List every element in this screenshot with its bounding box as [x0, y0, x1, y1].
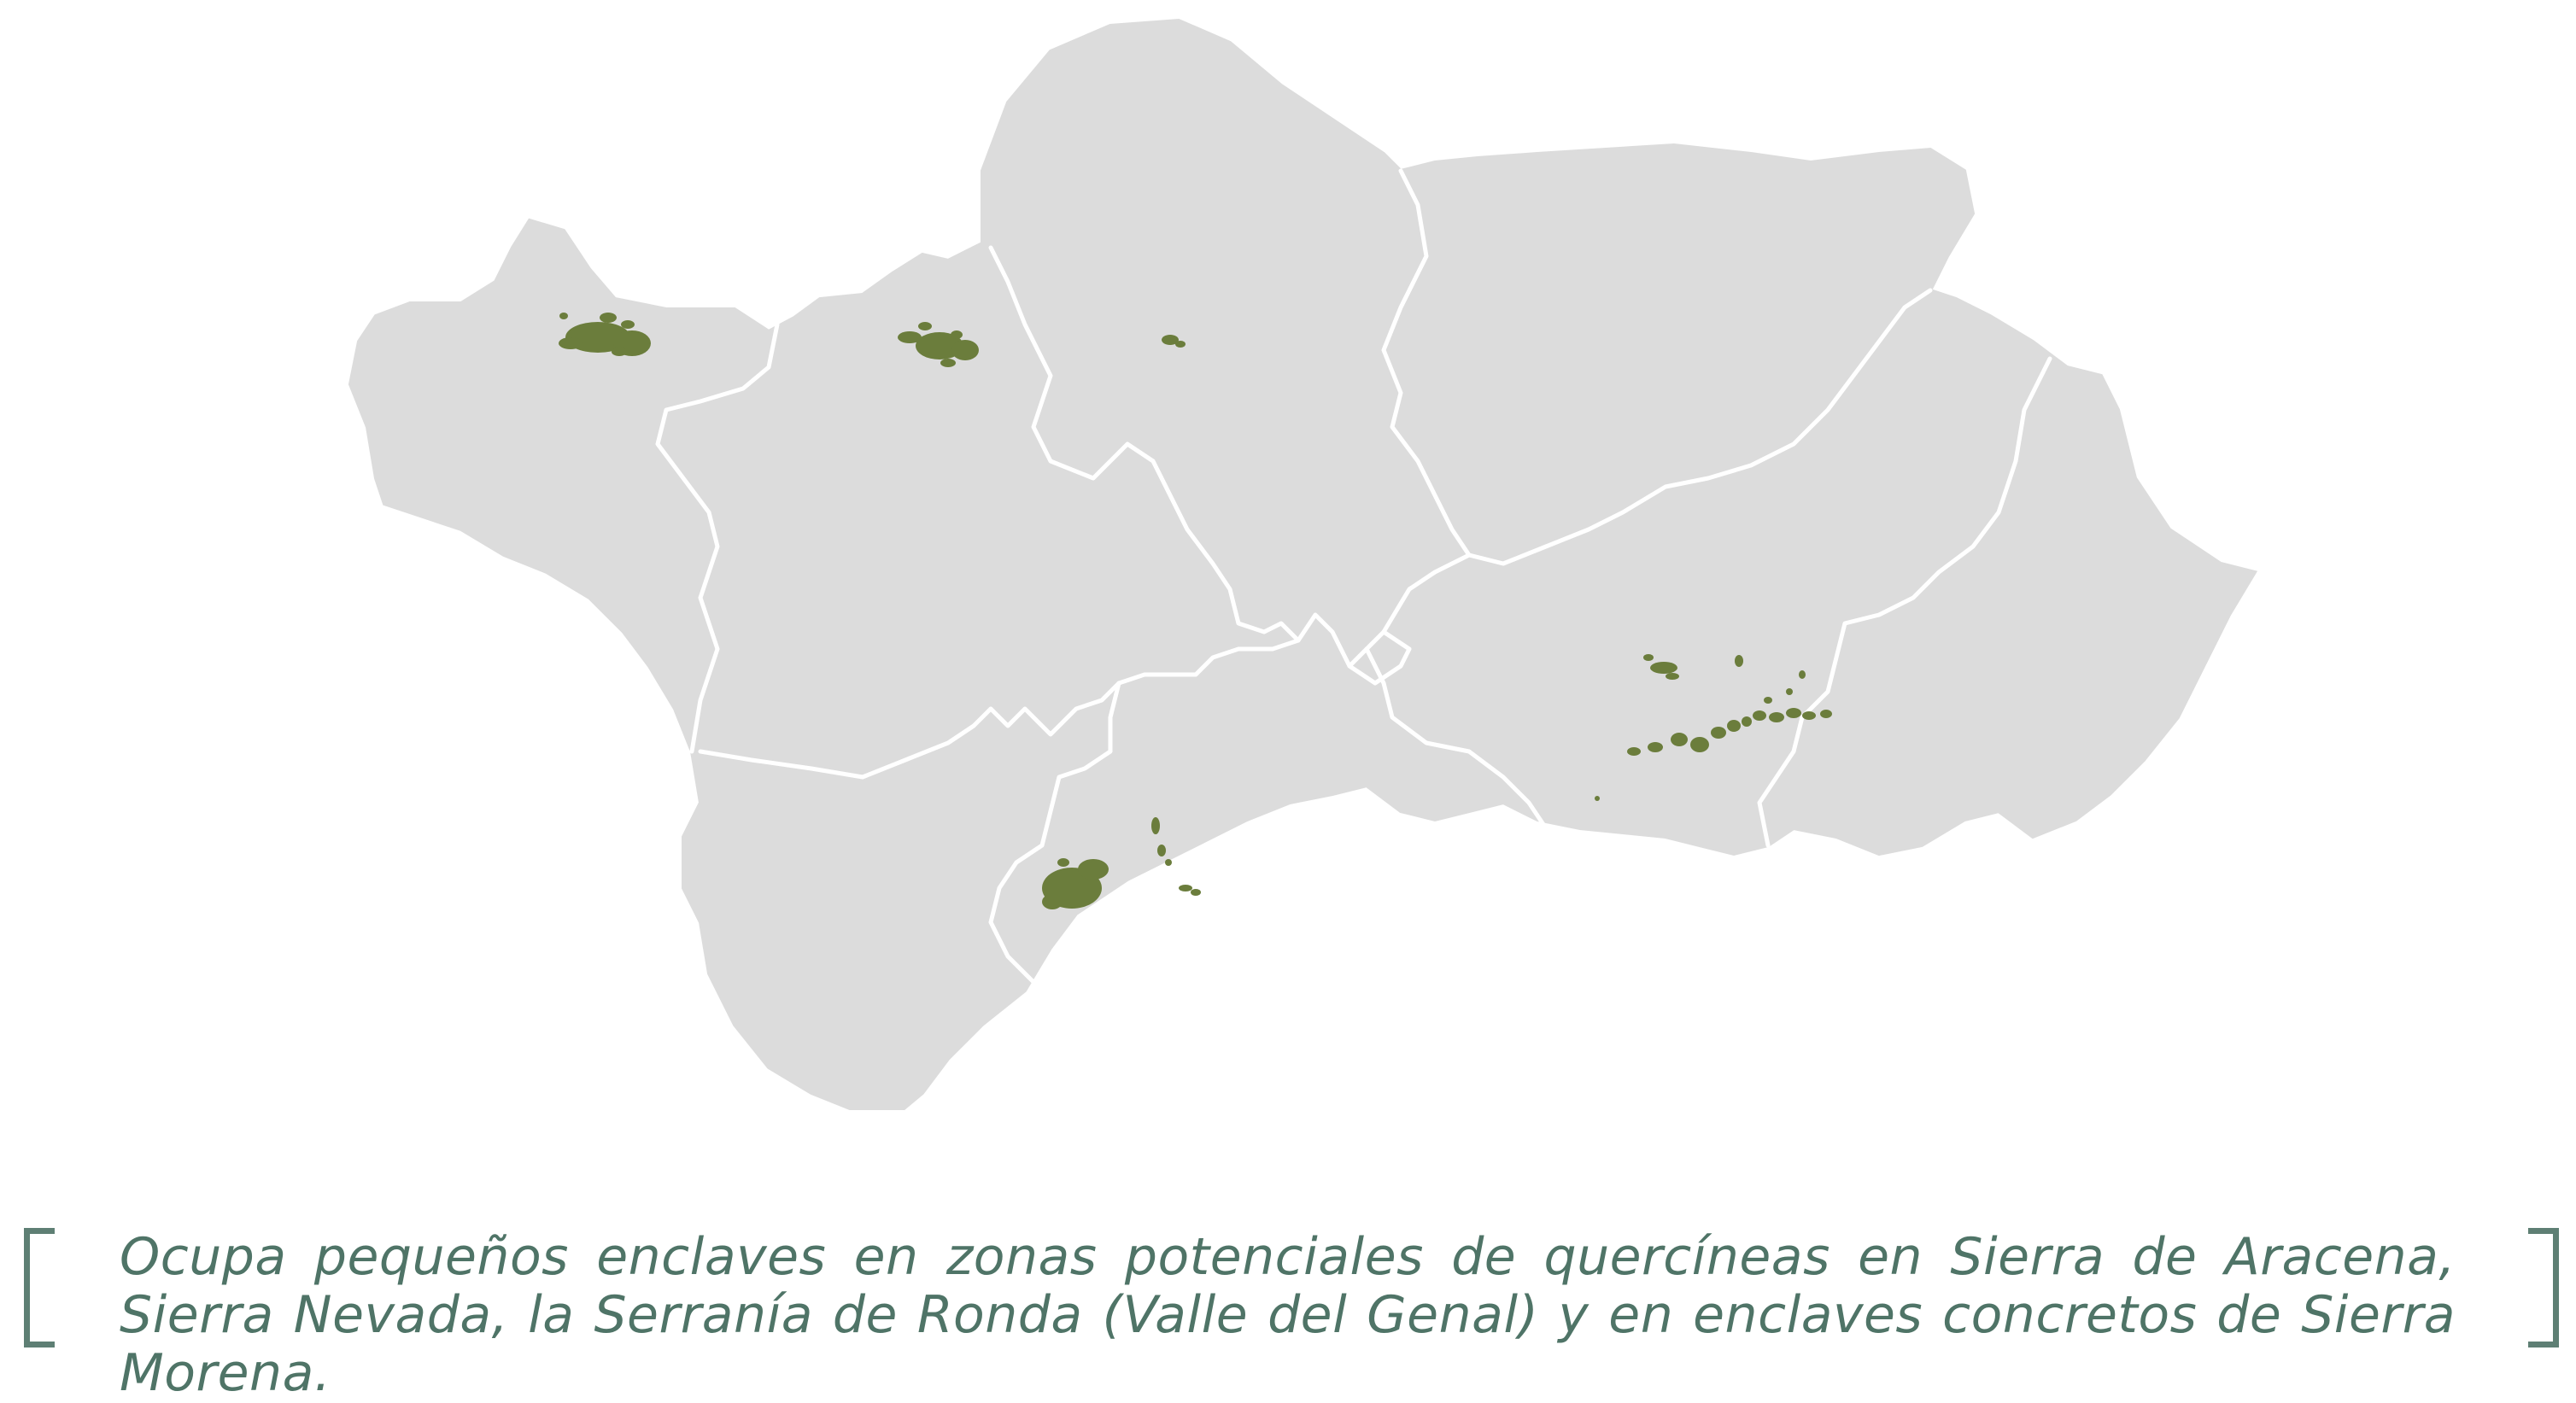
border-cordoba-granada-malaga [1364, 646, 1549, 831]
border-huelva-sevilla [655, 322, 780, 754]
right-bracket [2528, 1228, 2559, 1347]
andalusia-region [348, 18, 2258, 1110]
border-sevilla-cordoba [988, 245, 1301, 677]
map-caption: Ocupa pequeños enclaves en zonas potenci… [120, 1227, 2456, 1403]
border-granada-almeria [1757, 356, 2052, 848]
border-sevilla-malaga [988, 681, 1121, 1010]
distribution-patches [559, 313, 1832, 909]
patch-malaga-serrania-de-ronda [1042, 817, 1201, 909]
caption-block: Ocupa pequeños enclaves en zonas potenci… [0, 1213, 2576, 1402]
border-malaga-granada [1347, 629, 1412, 686]
patch-cordoba-sierra-morena [1162, 335, 1186, 348]
patch-sevilla-sierra-norte [898, 322, 979, 367]
province-borders [655, 168, 2052, 1010]
left-bracket [24, 1228, 55, 1347]
patch-huelva-sierra-de-aracena [559, 313, 651, 356]
andalusia-distribution-map [348, 18, 2258, 1110]
border-jaen-granada [1467, 288, 1933, 566]
patch-granada-sierra-nevada [1595, 654, 1832, 801]
border-sevilla-cadiz [698, 672, 1198, 780]
